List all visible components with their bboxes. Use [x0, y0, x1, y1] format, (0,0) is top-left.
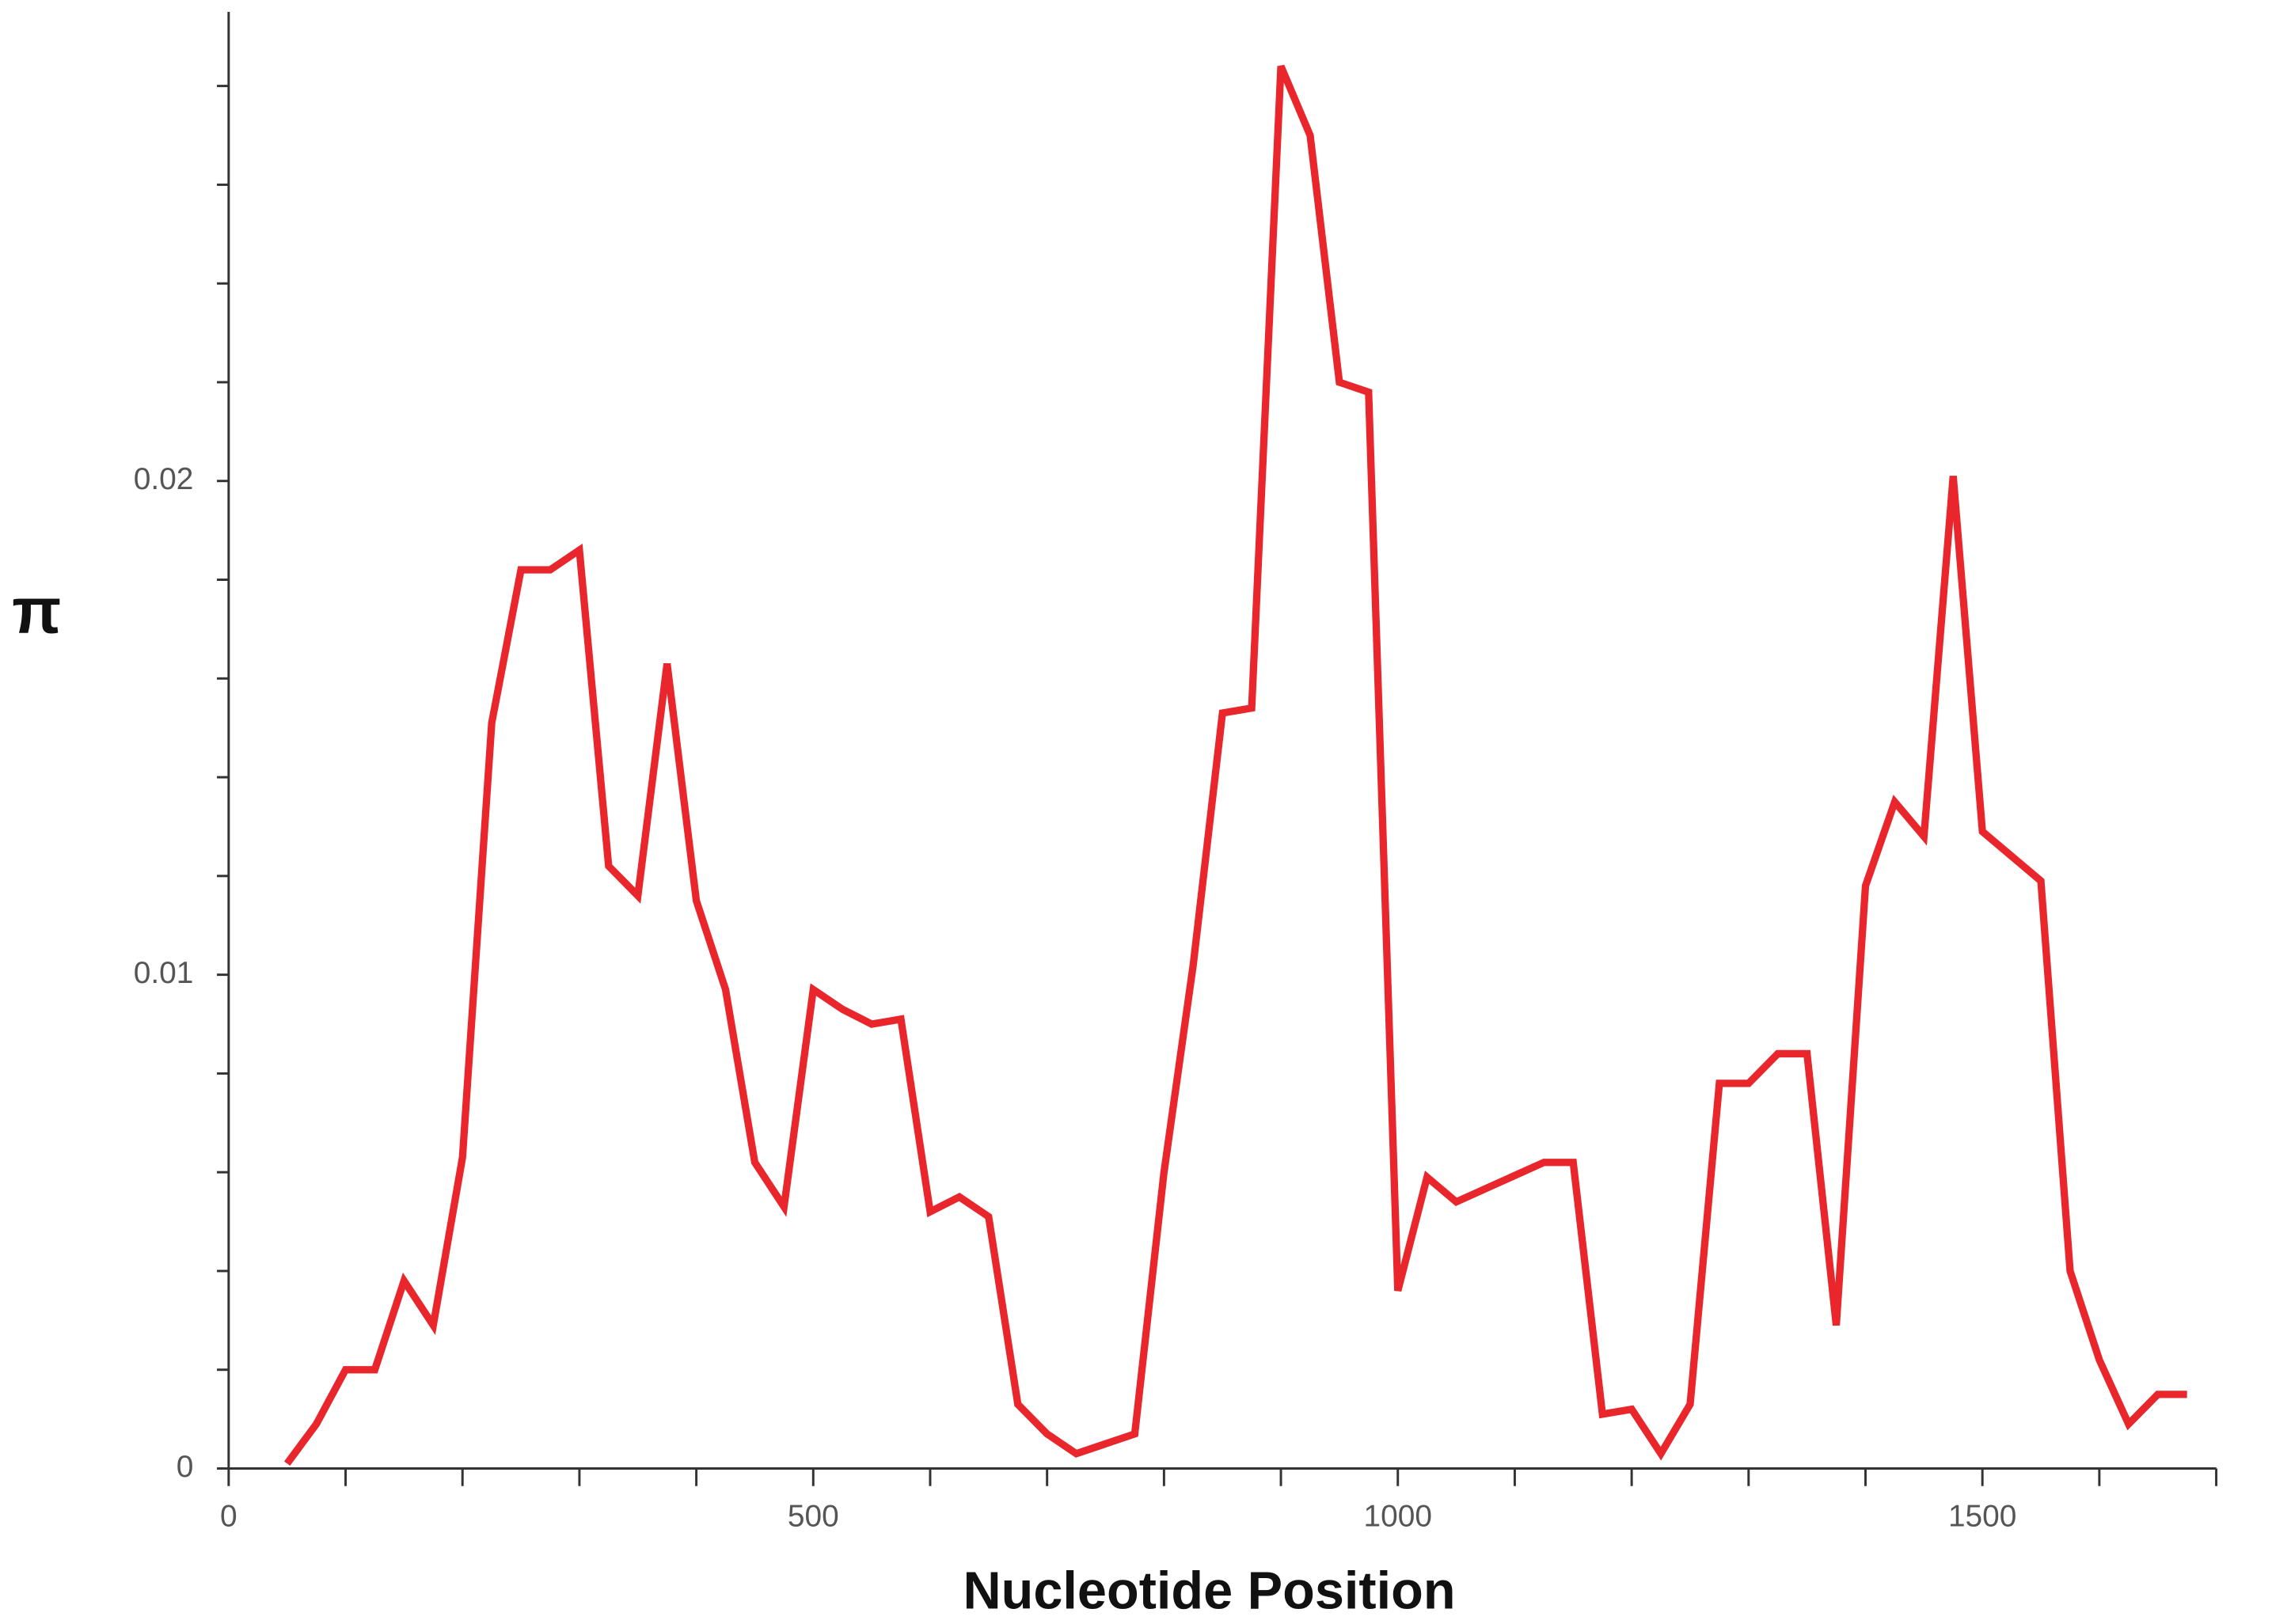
y-axis-title: π: [12, 575, 61, 647]
x-tick-label: 500: [788, 1500, 839, 1534]
y-tick-label: 0.02: [134, 462, 194, 496]
data-line: [283, 64, 2187, 1467]
y-tick-label: 0: [177, 1450, 194, 1484]
x-tick-label: 1000: [1363, 1500, 1431, 1534]
x-tick-label: 0: [220, 1500, 237, 1534]
x-axis-title: Nucleotide Position: [963, 1561, 1456, 1620]
x-tick-label: 1500: [1948, 1500, 2016, 1534]
y-tick-label: 0.01: [134, 956, 194, 990]
